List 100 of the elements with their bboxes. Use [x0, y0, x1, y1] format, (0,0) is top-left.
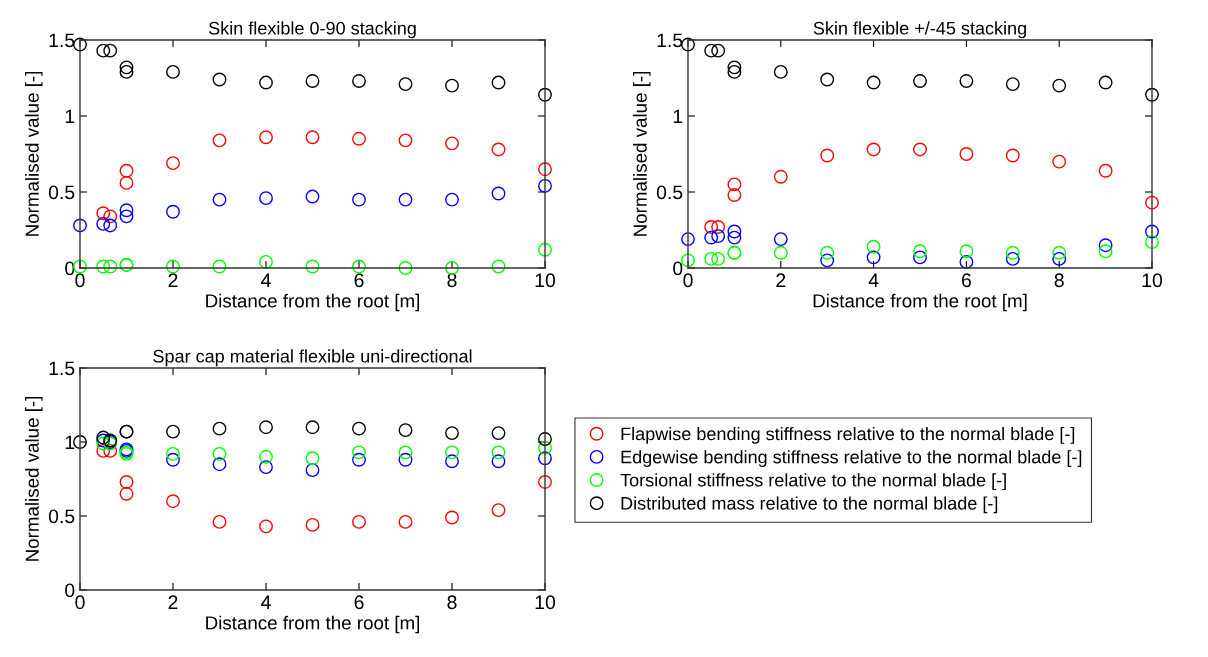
- point: [259, 519, 273, 534]
- point: [259, 254, 273, 269]
- y-tick-label: 0.5: [48, 509, 75, 524]
- point: [103, 218, 118, 233]
- point: [166, 494, 180, 509]
- x-tick-label: 10: [1142, 273, 1163, 288]
- x-tick-label: 0: [75, 595, 85, 610]
- point: [1098, 238, 1113, 253]
- point: [1145, 224, 1159, 239]
- point: [491, 75, 506, 90]
- point: [491, 426, 506, 441]
- point: [538, 87, 552, 102]
- point: [711, 251, 726, 266]
- legend-label: Torsional stiffness relative to the normal blade [-]: [620, 473, 1006, 491]
- point: [727, 230, 742, 245]
- x-tick-label: 6: [354, 595, 364, 610]
- point: [119, 163, 134, 178]
- point: [1098, 75, 1113, 90]
- point: [212, 514, 227, 529]
- point: [913, 250, 927, 265]
- point: [398, 133, 413, 148]
- point: [491, 454, 506, 469]
- point: [259, 420, 273, 435]
- x-tick-label: 2: [776, 273, 786, 287]
- point: [212, 457, 227, 472]
- chart-title: Spar cap material flexible uni-directional: [153, 349, 472, 367]
- point: [727, 177, 742, 192]
- y-tick-label: 0: [65, 583, 75, 598]
- point: [305, 463, 320, 478]
- point: [352, 421, 366, 436]
- point: [398, 192, 413, 207]
- point: [212, 133, 227, 148]
- y-tick-label: 1.5: [657, 33, 683, 48]
- point: [1052, 78, 1067, 93]
- point: [538, 162, 552, 177]
- point: [704, 251, 719, 266]
- y-axis-title: Normalised value [-]: [25, 396, 43, 561]
- y-tick-label: 0.5: [656, 185, 683, 200]
- point: [352, 259, 366, 274]
- point: [711, 220, 726, 234]
- point: [445, 510, 459, 525]
- x-tick-label: 10: [535, 273, 556, 288]
- point: [398, 514, 413, 529]
- point: [305, 259, 320, 274]
- y-tick-label: 1: [673, 109, 683, 124]
- point: [119, 60, 134, 75]
- y-axis-title: Normalised value [-]: [633, 71, 651, 236]
- point: [959, 254, 974, 269]
- x-tick-label: 4: [261, 595, 271, 609]
- point: [711, 43, 726, 58]
- point: [704, 220, 719, 234]
- point: [398, 77, 413, 92]
- point: [913, 244, 927, 259]
- x-tick-label: 2: [168, 273, 178, 287]
- point: [166, 446, 180, 461]
- point: [1145, 87, 1159, 102]
- point: [727, 188, 742, 202]
- point: [398, 261, 413, 275]
- point: [1052, 251, 1067, 266]
- point: [820, 253, 835, 268]
- x-tick-label: 2: [168, 595, 178, 609]
- y-tick-label: 1.5: [49, 361, 75, 376]
- point: [711, 229, 726, 244]
- point: [959, 244, 974, 259]
- point: [913, 142, 927, 157]
- x-axis-title: Distance from the root [m]: [206, 615, 420, 634]
- point: [913, 74, 927, 88]
- point: [866, 239, 881, 254]
- x-tick-label: 8: [447, 273, 457, 288]
- point: [866, 250, 881, 265]
- point: [445, 78, 459, 93]
- point: [212, 192, 227, 207]
- point: [491, 445, 506, 460]
- point: [352, 74, 366, 88]
- point: [259, 191, 273, 206]
- point: [538, 242, 552, 257]
- point: [491, 259, 506, 274]
- point: [445, 445, 459, 460]
- point: [212, 446, 227, 461]
- x-tick-label: 8: [447, 595, 457, 610]
- point: [773, 245, 788, 260]
- legend-label: Flapwise bending stiffness relative to the normal blade [-]: [621, 426, 1075, 444]
- point: [119, 64, 134, 79]
- point: [959, 147, 974, 161]
- point: [866, 142, 881, 157]
- x-tick-label: 10: [535, 595, 556, 610]
- point: [820, 148, 835, 163]
- point: [119, 475, 134, 489]
- point: [305, 74, 320, 88]
- point: [1052, 154, 1067, 169]
- point: [352, 192, 366, 207]
- point: [73, 218, 87, 233]
- x-tick-label: 4: [868, 273, 879, 287]
- point: [305, 189, 320, 204]
- point: [491, 142, 506, 157]
- point: [166, 452, 180, 467]
- point: [119, 175, 134, 190]
- point: [259, 460, 273, 475]
- point: [119, 486, 134, 501]
- point: [166, 424, 180, 439]
